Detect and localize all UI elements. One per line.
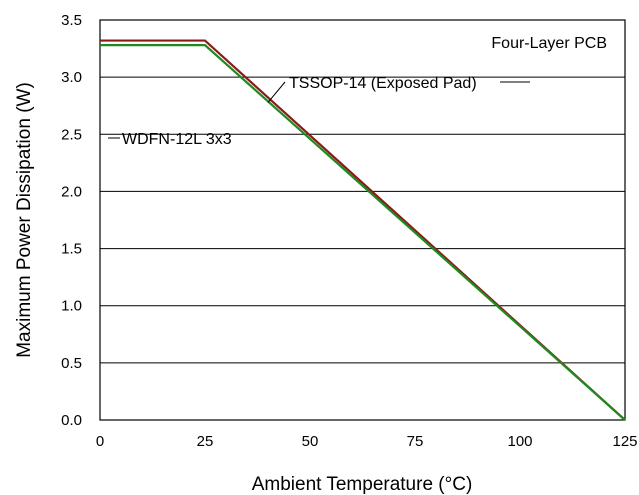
y-tick-label: 2.5: [61, 126, 82, 143]
x-axis-title: Ambient Temperature (°C): [252, 474, 473, 495]
x-tick-label: 125: [612, 433, 637, 450]
tssop-label: TSSOP-14 (Exposed Pad): [289, 75, 477, 92]
wdfn-label: WDFN-12L 3x3: [122, 131, 232, 148]
y-tick-label: 3.5: [61, 12, 82, 29]
series-layer: [100, 39, 626, 421]
grid-lines: [100, 76, 625, 364]
x-tick-label: 50: [302, 433, 319, 450]
series-line-tssop-14: [100, 39, 626, 421]
y-tick-label: 0.5: [61, 355, 82, 372]
x-tick-label: 100: [507, 433, 532, 450]
x-tick-label: 0: [96, 433, 104, 450]
y-tick-label: 1.5: [61, 241, 82, 258]
y-tick-label: 1.0: [61, 298, 82, 315]
y-axis-title: Maximum Power Dissipation (W): [14, 82, 35, 358]
y-tick-label: 0.0: [61, 412, 82, 429]
y-tick-labels: 0.0 0.5 1.0 1.5 2.0 2.5 3.0 3.5: [61, 12, 82, 429]
x-tick-labels: 0 25 50 75 100 125: [96, 433, 638, 450]
board-annotation: Four-Layer PCB: [491, 35, 607, 52]
plot-frame: [99, 19, 626, 421]
y-tick-label: 3.0: [61, 69, 82, 86]
x-tick-label: 25: [197, 433, 214, 450]
callout-leaders: [108, 81, 530, 139]
tssop-label-leader: [267, 81, 286, 103]
x-tick-label: 75: [407, 433, 424, 450]
y-tick-label: 2.0: [61, 183, 82, 200]
series-line-wdfn-12l: [100, 44, 626, 421]
